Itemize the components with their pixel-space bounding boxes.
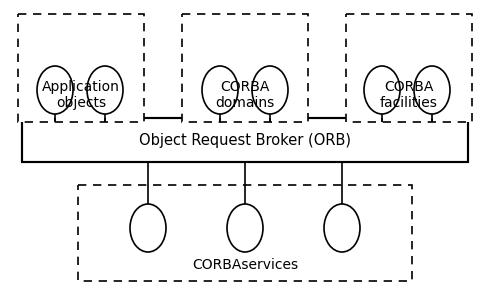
Ellipse shape xyxy=(227,204,263,252)
Ellipse shape xyxy=(252,66,288,114)
Ellipse shape xyxy=(202,66,238,114)
Text: CORBA
domains: CORBA domains xyxy=(216,80,274,110)
Bar xyxy=(18,14,144,122)
Ellipse shape xyxy=(87,66,123,114)
Text: Application
objects: Application objects xyxy=(42,80,120,110)
Ellipse shape xyxy=(324,204,360,252)
Bar xyxy=(182,14,308,122)
Text: CORBA
facilities: CORBA facilities xyxy=(380,80,438,110)
Ellipse shape xyxy=(414,66,450,114)
Ellipse shape xyxy=(130,204,166,252)
Bar xyxy=(346,14,472,122)
Ellipse shape xyxy=(364,66,400,114)
Bar xyxy=(22,118,468,162)
Bar xyxy=(78,185,412,281)
Text: CORBAservices: CORBAservices xyxy=(192,258,298,272)
Ellipse shape xyxy=(37,66,73,114)
Text: Object Request Broker (ORB): Object Request Broker (ORB) xyxy=(139,132,351,147)
